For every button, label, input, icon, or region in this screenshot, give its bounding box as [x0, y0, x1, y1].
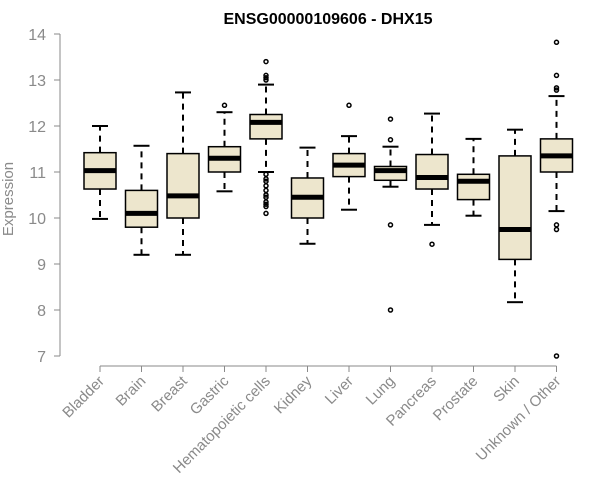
x-tick-label: Lung — [363, 373, 399, 409]
y-tick-label: 7 — [37, 349, 46, 366]
x-tick-label: Prostate — [430, 373, 482, 425]
box-group — [498, 128, 532, 304]
x-tick-label: Breast — [148, 372, 191, 415]
y-tick-label: 12 — [28, 119, 46, 136]
outlier-point — [263, 74, 269, 81]
outlier-point — [553, 222, 560, 228]
box — [249, 113, 283, 140]
outlier-point — [387, 137, 394, 143]
outlier-point — [263, 176, 269, 182]
outlier-point — [387, 116, 394, 122]
y-tick-label: 10 — [28, 211, 46, 228]
box-group — [415, 112, 449, 247]
box-group — [83, 125, 117, 220]
x-tick-label: Kidney — [271, 372, 316, 417]
outlier-point — [263, 77, 269, 83]
x-tick-label: Brain — [113, 373, 150, 410]
boxes — [83, 39, 574, 359]
box-group — [373, 116, 408, 313]
box-group — [166, 91, 200, 256]
y-tick-label: 8 — [37, 303, 46, 320]
outlier-point — [346, 102, 352, 109]
box — [166, 152, 200, 219]
y-tick-label: 13 — [28, 73, 46, 90]
outlier-point — [387, 222, 394, 228]
outlier-point — [263, 171, 269, 178]
x-tick-label: Liver — [322, 373, 357, 408]
x-tick-label: Bladder — [59, 373, 108, 422]
outlier-point — [221, 102, 228, 109]
box-group — [207, 102, 242, 193]
chart-title: ENSG00000109606 - DHX15 — [223, 11, 432, 28]
y-tick-label: 9 — [37, 257, 46, 274]
box-group — [124, 144, 159, 256]
outlier-point — [387, 307, 394, 313]
box-group — [249, 58, 283, 217]
y-tick-label: 11 — [29, 165, 46, 182]
box — [456, 173, 491, 201]
box-group — [539, 39, 574, 359]
outlier-point — [553, 72, 560, 79]
box-group — [290, 146, 325, 245]
box-group — [332, 102, 366, 211]
outlier-point — [553, 87, 560, 93]
y-tick-label: 14 — [28, 27, 46, 44]
outlier-point — [263, 210, 269, 217]
y-axis: 7 8 9 10 11 12 13 14 — [28, 27, 61, 366]
outlier-point — [263, 192, 269, 198]
y-axis-label: Expression — [0, 162, 17, 236]
outlier-point — [263, 183, 269, 189]
box — [415, 153, 449, 190]
outlier-point — [553, 85, 560, 91]
outlier-point — [263, 201, 269, 207]
box — [124, 189, 159, 228]
x-tick-label: Skin — [490, 373, 523, 406]
outlier-point — [263, 187, 269, 194]
box — [498, 155, 532, 261]
outlier-point — [553, 353, 560, 359]
outlier-point — [429, 241, 435, 247]
outlier-point — [263, 58, 269, 65]
outlier-point — [553, 226, 560, 233]
box-group — [456, 137, 491, 217]
outlier-point — [263, 203, 269, 210]
outlier-point — [553, 39, 560, 46]
